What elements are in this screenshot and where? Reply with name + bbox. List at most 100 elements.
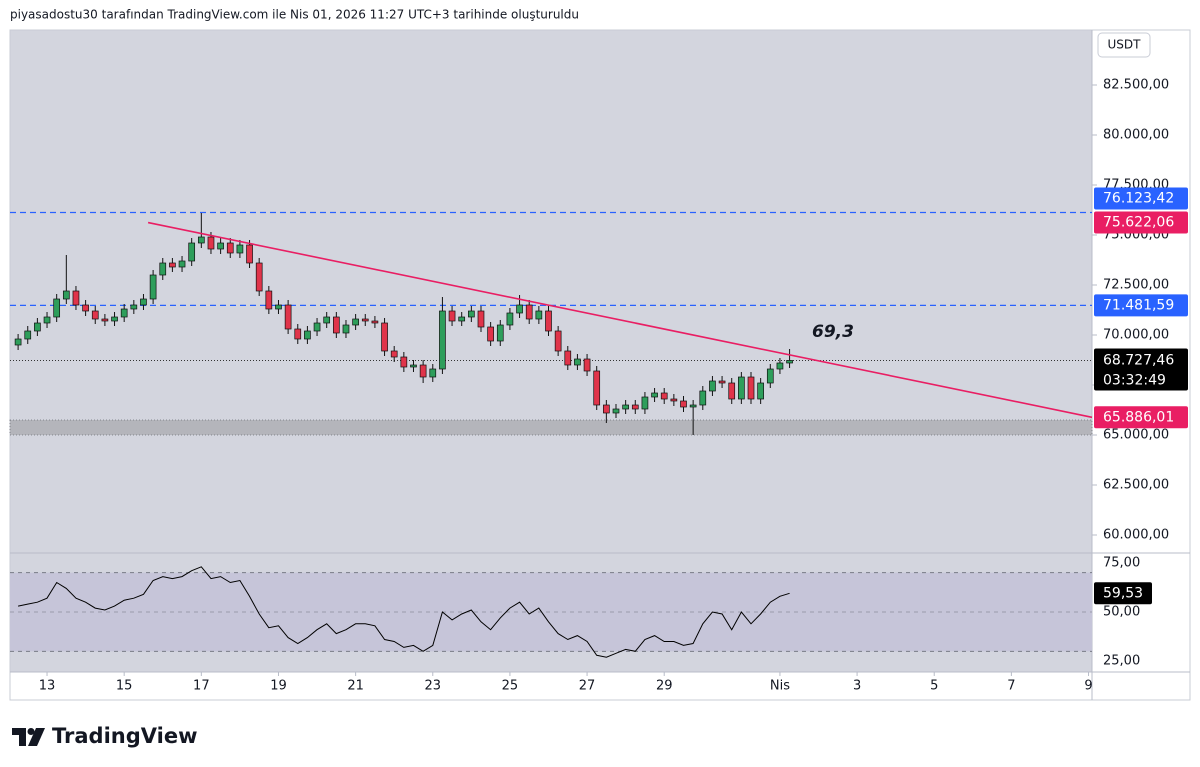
candle-body [226, 242, 234, 254]
candle-body [535, 310, 543, 320]
candle-body [458, 316, 466, 322]
rsi-band [10, 572, 1092, 652]
candle-body [14, 338, 22, 346]
candle-body [342, 324, 350, 334]
currency: USDT [1108, 38, 1142, 52]
last-price-box [1094, 348, 1188, 391]
candle-body [53, 298, 61, 318]
candle-body [275, 304, 282, 310]
candle-body [323, 316, 331, 324]
candle-body [24, 330, 32, 340]
y-tick-label: 62.500,00 [1103, 478, 1169, 493]
logo [12, 728, 45, 746]
level-label: 71.481,59 [1103, 297, 1174, 313]
y-tick-label: 72.500,00 [1103, 278, 1169, 293]
candle-body [728, 382, 736, 400]
logo-mark [12, 728, 26, 746]
candle-body [390, 350, 398, 358]
candle-body [284, 304, 292, 330]
candle-body [207, 236, 215, 250]
candle-body [554, 330, 562, 352]
countdown: 03:32:49 [1103, 372, 1166, 388]
x-tick-label: 5 [930, 679, 938, 694]
candle-body [352, 318, 359, 326]
candle-body [757, 382, 764, 400]
y-tick-label: 65.000,00 [1103, 428, 1169, 443]
candle-body [34, 322, 41, 332]
x-tick-label: 23 [424, 679, 441, 694]
candle-body [43, 316, 51, 324]
candle-body [130, 304, 138, 310]
rsi-tick-label: 50,00 [1103, 605, 1140, 620]
candle-body [699, 390, 707, 406]
candle-body [217, 242, 224, 250]
level-label: 76.123,42 [1103, 191, 1174, 207]
brand: TradingView [52, 724, 197, 748]
candle-body [709, 380, 716, 392]
plot-background [10, 30, 1092, 672]
candle-body [545, 310, 552, 332]
candle-body [294, 328, 302, 340]
candle-body [516, 304, 523, 314]
x-tick-label: 7 [1007, 679, 1015, 694]
rsi-line [17, 566, 790, 658]
candle-body [583, 358, 591, 372]
rsi-tick-label: 75,00 [1103, 555, 1140, 570]
candle-body [140, 298, 147, 306]
candle-body [246, 244, 253, 264]
x-tick-label: 19 [270, 679, 287, 694]
candle-body [197, 236, 205, 244]
rsi-last-box [1094, 582, 1152, 605]
candle-body [72, 290, 80, 306]
candle-body [304, 330, 311, 340]
candle-body [255, 262, 263, 292]
candle-body [410, 364, 417, 368]
candle-body [786, 360, 793, 364]
rsi-tick-label: 25,00 [1103, 654, 1140, 669]
candle-body [593, 370, 601, 406]
x-tick-label: 15 [116, 679, 133, 694]
logo-slash [28, 728, 45, 746]
support-zone [9, 419, 1093, 436]
candle-body [439, 310, 446, 370]
candle-body [525, 304, 533, 320]
currency-box[interactable] [1097, 32, 1151, 58]
candle-body [429, 368, 437, 378]
candle-body [680, 400, 687, 408]
x-tick-label: 13 [39, 679, 56, 694]
trendline [147, 221, 1093, 419]
candle-body [82, 304, 89, 312]
x-tick-label: 29 [656, 679, 673, 694]
frame [9, 29, 1191, 701]
candle-body [564, 350, 572, 366]
candle-body [468, 310, 475, 318]
candle-body [371, 320, 379, 324]
x-tick-label: 9 [1084, 679, 1092, 694]
candle-body [62, 290, 70, 300]
level-label: 65.886,01 [1103, 409, 1174, 425]
x-tick-label: Nis [770, 679, 790, 694]
candle-body [448, 310, 456, 322]
header: piyasadostu30 tarafından TradingView.com… [10, 8, 579, 22]
x-tick-label: 21 [347, 679, 364, 694]
level-label-box [1094, 211, 1188, 234]
annotation: 69,3 [812, 322, 854, 342]
candle-body [159, 262, 167, 276]
candle-body [747, 376, 755, 400]
candle-body [738, 376, 745, 400]
level-label: 75.622,06 [1103, 215, 1174, 231]
candle-body [766, 368, 774, 384]
candle-body [169, 262, 176, 268]
candle-body [487, 326, 494, 342]
candle-body [622, 404, 629, 410]
level-label-box [1094, 187, 1188, 210]
candle-body [400, 356, 408, 368]
rsi-last-label: 59,53 [1103, 585, 1143, 601]
last-price-label: 68.727,46 [1103, 352, 1174, 368]
y-tick-label: 80.000,00 [1103, 128, 1169, 143]
candle-body [111, 316, 118, 322]
candle-body [506, 312, 514, 326]
candle-body [120, 308, 128, 318]
candle-body [670, 398, 678, 402]
